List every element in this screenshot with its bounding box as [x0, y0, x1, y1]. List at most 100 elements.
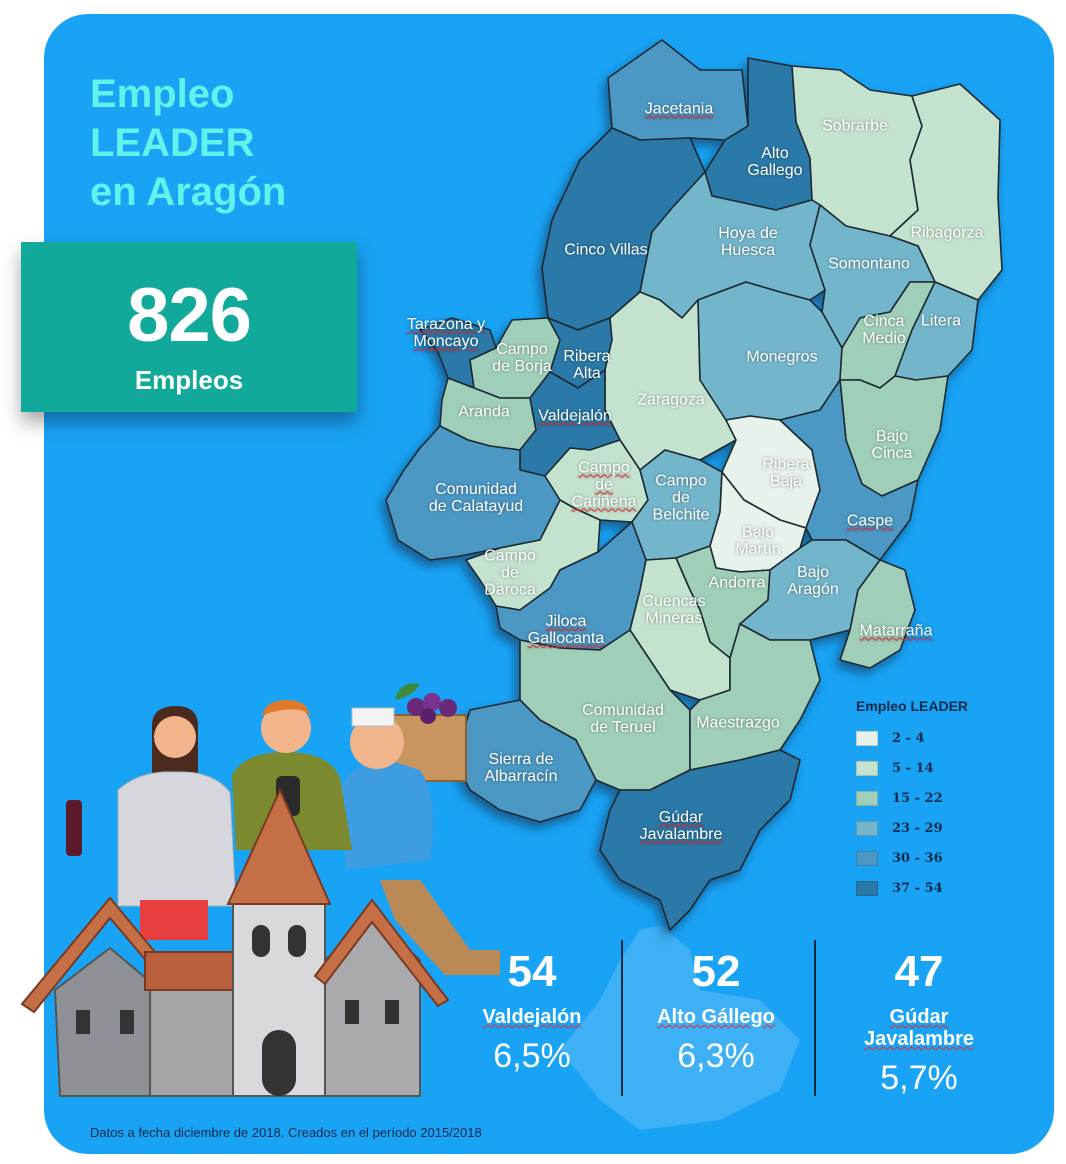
grapes	[439, 699, 457, 717]
comarca-label: Caspe	[846, 512, 894, 530]
house-roof	[313, 898, 450, 1008]
house-window	[120, 1010, 134, 1034]
top-region-stat: 54 Valdejalón 6,5%	[442, 950, 622, 1076]
legend-item: 5 - 14	[856, 753, 1006, 783]
comarca-label: Bajo Martín	[735, 524, 781, 558]
comarca-label: Ribagorza	[910, 224, 984, 242]
legend-range-label: 30 - 36	[892, 850, 943, 866]
comarca-label: Campo de Cariñena	[571, 459, 637, 511]
comarca-label: Matarraña	[859, 622, 933, 640]
title-line: LEADER	[90, 121, 255, 165]
comarca-label: Campo de Daroca	[484, 547, 536, 599]
house-window	[385, 1000, 399, 1024]
legend-range-label: 23 - 29	[892, 820, 943, 836]
comarca-label: Campo de Belchite	[652, 472, 710, 524]
comarca-region	[599, 749, 801, 931]
comarca-label: Campo de Borja	[492, 341, 552, 375]
legend-swatch	[856, 790, 878, 806]
comarca-region	[839, 559, 916, 669]
comarca-label: Litera	[920, 312, 962, 330]
stat-divider	[621, 940, 623, 1096]
comarca-label: Alto Gallego	[747, 145, 803, 179]
stat-region-name: Valdejalón	[482, 1006, 582, 1028]
legend-swatch	[856, 760, 878, 776]
church-window	[252, 925, 270, 957]
grape-leaf	[395, 683, 420, 700]
legend-swatch	[856, 820, 878, 836]
title-line: Empleo	[90, 72, 235, 116]
top-region-stat: 52 Alto Gállego 6,3%	[626, 950, 806, 1076]
comarca-label: Ribera Baja	[762, 456, 810, 490]
title-line: en Aragón	[90, 170, 287, 214]
village-house	[149, 984, 246, 1097]
comarca-label: Sierra de Albarracín	[484, 751, 558, 785]
rural-people-illustration	[20, 683, 500, 1097]
hiker-head	[261, 703, 311, 753]
legend-range-label: 5 - 14	[892, 760, 934, 776]
house-window	[76, 1010, 90, 1034]
legend-item: 2 - 4	[856, 723, 1006, 753]
legend-item: 30 - 36	[856, 843, 1006, 873]
hiker-hair	[262, 700, 310, 716]
comarca-label: Bajo Cinca	[871, 428, 913, 462]
comarca-label: Comunidad de Calatayud	[428, 481, 524, 515]
farmer-head	[350, 715, 404, 769]
church-roof	[226, 787, 332, 905]
comarca-label: Sobrarbe	[822, 117, 888, 135]
stat-percent: 6,5%	[493, 1037, 571, 1075]
woman-head	[154, 716, 196, 758]
stat-value: 52	[691, 947, 741, 996]
grapes	[420, 708, 436, 724]
farmer-leg	[380, 880, 500, 975]
comarca-label: Andorra	[708, 574, 766, 592]
footnote: Datos a fecha diciembre de 2018. Creados…	[90, 1125, 482, 1140]
stat-region-name: Gúdar Javalambre	[863, 1006, 975, 1050]
comarca-label: Zaragoza	[637, 391, 705, 409]
total-employment-label: Empleos	[134, 365, 244, 395]
stat-value: 47	[894, 947, 944, 996]
infographic-title: Empleo LEADER en Aragón	[90, 70, 390, 217]
comarca-label: Maestrazgo	[696, 714, 780, 732]
comarca-region	[607, 39, 749, 141]
comarca-label: Hoya de Huesca	[718, 225, 778, 259]
comarca-label: Jiloca Gallocanta	[527, 613, 605, 647]
wine-bottle	[66, 800, 82, 856]
legend-swatch	[856, 730, 878, 746]
grapes	[407, 698, 425, 716]
stat-percent: 5,7%	[880, 1059, 958, 1097]
church-door	[262, 1030, 296, 1096]
comarca-label: Cinca Medio	[862, 313, 906, 347]
woman-skirt	[140, 900, 208, 940]
farmer-body	[340, 760, 434, 870]
comarca-label: Cinco Villas	[564, 241, 648, 259]
legend-swatch	[856, 850, 878, 866]
comarca-label: Jacetania	[644, 100, 714, 118]
comarca-label: Tarazona y Moncayo	[406, 316, 486, 350]
comarca-label: Aranda	[458, 403, 510, 421]
legend-title: Empleo LEADER	[856, 698, 969, 714]
stat-divider	[814, 940, 816, 1096]
legend-item: 23 - 29	[856, 813, 1006, 843]
map-legend: Empleo LEADER 2 - 4 5 - 14 15 - 22 23 - 29 3…	[856, 698, 1006, 903]
comarca-label: Monegros	[746, 348, 818, 366]
house-window	[345, 1000, 359, 1024]
stat-value: 54	[507, 947, 557, 996]
farmer-cap	[351, 707, 395, 727]
stat-region-name: Alto Gállego	[657, 1006, 775, 1028]
comarca-label: Valdejalón	[538, 407, 612, 425]
woman-coat	[117, 771, 237, 907]
stat-percent: 6,3%	[677, 1037, 755, 1075]
total-employment-value: 826	[127, 273, 252, 358]
comarca-label: Somontano	[828, 255, 910, 273]
church-window	[288, 925, 306, 957]
legend-range-label: 2 - 4	[892, 730, 925, 746]
top-region-stat: 47 Gúdar Javalambre 5,7%	[829, 950, 1009, 1098]
comarca-label: Comunidad de Teruel	[582, 702, 664, 736]
map-reflection	[560, 925, 800, 1130]
legend-item: 15 - 22	[856, 783, 1006, 813]
legend-item: 37 - 54	[856, 873, 1006, 903]
comarca-label: Gúdar Javalambre	[639, 809, 723, 843]
comarca-label: Ribera Alta	[563, 348, 611, 382]
legend-swatch	[856, 880, 878, 896]
legend-range-label: 37 - 54	[892, 880, 943, 896]
